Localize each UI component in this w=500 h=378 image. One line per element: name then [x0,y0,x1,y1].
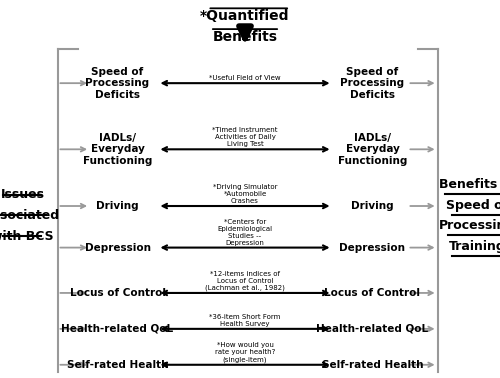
Text: Health-related QoL: Health-related QoL [62,324,174,334]
Text: Speed of: Speed of [446,198,500,212]
Text: *Timed Instrument
Activities of Daily
Living Test: *Timed Instrument Activities of Daily Li… [212,127,278,147]
Text: Driving: Driving [351,201,394,211]
Text: Benefits: Benefits [212,30,278,44]
Text: Depression: Depression [84,243,150,253]
Text: *Centers for
Epidemiological
Studies --
Depression: *Centers for Epidemiological Studies -- … [218,219,272,246]
Text: Associated: Associated [0,209,60,222]
Text: *How would you
rate your health?
(single-item): *How would you rate your health? (single… [215,342,275,363]
Text: Training: Training [449,240,500,253]
Text: Speed of
Processing
Deficits: Speed of Processing Deficits [86,67,150,100]
Text: *12-items indices of
Locus of Control
(Lachman et al., 1982): *12-items indices of Locus of Control (L… [205,271,285,291]
Text: Self-rated Health: Self-rated Health [67,360,168,370]
Text: *Driving Simulator
*Automobile
Crashes: *Driving Simulator *Automobile Crashes [213,184,277,204]
Text: *36-item Short Form
Health Survey: *36-item Short Form Health Survey [210,314,280,327]
Text: *Quantified: *Quantified [200,9,290,23]
Text: Self-rated Health: Self-rated Health [322,360,423,370]
Text: Health-related QoL: Health-related QoL [316,324,428,334]
Text: Issues: Issues [0,188,44,201]
Text: *Useful Field of View: *Useful Field of View [209,75,281,81]
Text: IADLs/
Everyday
Functioning: IADLs/ Everyday Functioning [338,133,407,166]
Text: Locus of Control: Locus of Control [324,288,420,298]
Text: Driving: Driving [96,201,139,211]
Text: Locus of Control: Locus of Control [70,288,166,298]
Text: IADLs/
Everyday
Functioning: IADLs/ Everyday Functioning [83,133,152,166]
Text: Speed of
Processing
Deficits: Speed of Processing Deficits [340,67,404,100]
Text: with BCS: with BCS [0,230,54,243]
Text: Depression: Depression [340,243,406,253]
Text: Benefits of: Benefits of [439,178,500,191]
Text: Processing: Processing [440,219,500,232]
